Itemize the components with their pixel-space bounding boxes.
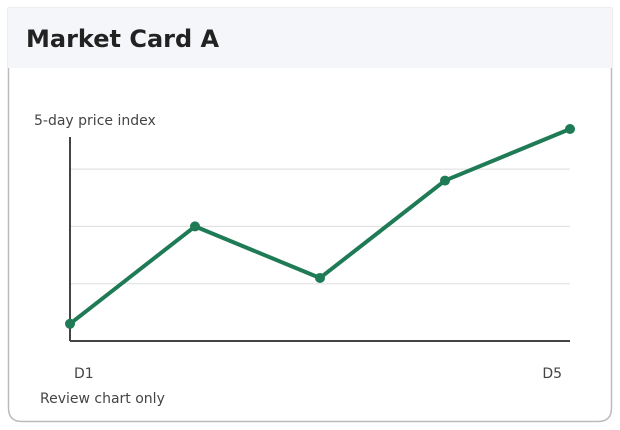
data-point <box>190 221 200 232</box>
x-tick-label: D5 <box>542 366 562 382</box>
card-header <box>8 8 612 68</box>
data-point <box>565 124 575 134</box>
data-point <box>315 272 325 283</box>
chart-note: Review chart only <box>40 391 165 407</box>
data-point <box>440 175 450 186</box>
data-point <box>65 318 75 329</box>
card-title: Market Card A <box>26 25 220 53</box>
chart-subtitle: 5-day price index <box>34 113 156 129</box>
x-tick-label: D1 <box>74 366 94 382</box>
card-frame <box>7 7 613 423</box>
